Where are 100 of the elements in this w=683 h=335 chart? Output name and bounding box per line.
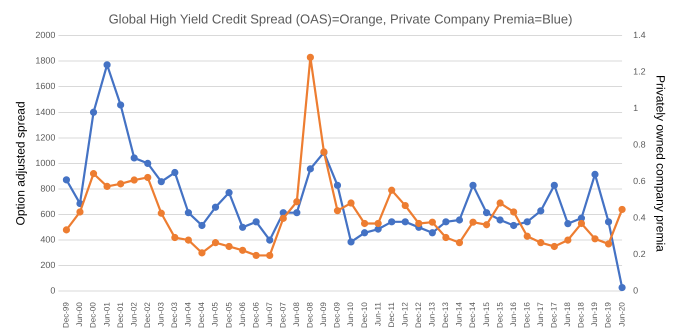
x-tick-label: Dec-17 [550,302,559,328]
point [225,189,233,196]
x-tick-label: Jun-15 [482,302,491,327]
point [578,220,586,228]
x-tick-label: Dec-19 [604,302,613,328]
x-tick-label: Jun-09 [319,302,328,327]
point [144,174,152,182]
point [239,246,246,254]
x-tick-label: Dec-15 [495,302,504,328]
point [76,208,84,216]
y2-tick-label: 0.6 [633,176,646,186]
chart-title: Global High Yield Credit Spread (OAS)=Orange, Private Company Premia=Blue) [108,11,572,26]
x-tick-label: Dec-11 [386,302,396,328]
point [347,238,355,246]
x-tick-label: Jun-02 [129,302,138,327]
point [347,199,355,207]
y-tick-label: 1000 [35,158,56,168]
x-tick-label: Dec-99 [62,302,71,328]
point [225,242,233,250]
point [62,226,70,234]
x-tick-label: Dec-10 [360,302,369,328]
point [171,168,178,176]
point [266,236,274,244]
point [604,240,612,248]
x-tick-label: Dec-12 [414,302,423,328]
point [103,182,111,190]
point [482,209,490,216]
point [62,176,70,184]
point [266,252,274,260]
point [293,209,300,216]
x-tick-label: Dec-13 [441,302,450,328]
point [158,210,165,217]
y2-tick-label: 0.8 [633,140,646,150]
point [388,218,396,226]
y-tick-label: 600 [40,209,56,220]
x-tick-label: Dec-05 [224,302,234,328]
point [510,222,518,230]
x-tick-label: Jun-14 [454,302,464,327]
x-tick-label: Jun-05 [210,302,220,327]
point [293,198,300,206]
y-tick-label: 2000 [35,30,56,40]
point [130,154,138,162]
point [510,208,518,216]
x-tick-label: Jun-00 [75,302,84,327]
point [415,220,422,228]
x-tick-label: Jun-03 [156,302,166,327]
x-tick-label: Jun-16 [508,302,518,327]
point [360,229,368,236]
point [171,234,178,242]
y-tick-label: 0 [50,286,56,296]
point [144,160,152,168]
point [591,170,599,178]
point [158,178,165,186]
x-tick-label: Jun-08 [292,302,302,327]
y-tick-label: 400 [40,234,56,245]
point [524,218,531,226]
point [184,209,192,216]
x-tick-label: Dec-04 [197,302,206,328]
point [456,216,464,224]
x-tick-label: Jun-06 [238,302,247,327]
x-tick-label: Dec-01 [116,302,125,328]
point [550,242,558,250]
point [306,165,314,172]
x-tick-label: Dec-09 [332,302,342,328]
point [117,180,124,188]
point [130,176,138,184]
x-tick-label: Jun-10 [346,302,356,327]
point [482,221,490,228]
y2-axis-title: Privately owned company premia [653,75,668,252]
point [618,284,626,292]
point [252,252,260,260]
point [428,218,436,226]
x-tick-label: Jun-12 [400,302,410,327]
point [456,239,464,246]
point [428,229,436,236]
x-tick-label: Jun-11 [373,302,382,326]
y2-tick-label: 0 [633,286,638,296]
point [469,218,477,226]
point [402,218,409,226]
x-tick-label: Dec-03 [170,302,180,328]
x-tick-label: Jun-18 [563,302,572,327]
x-tick-label: Jun-19 [590,302,600,327]
x-tick-label: Dec-00 [88,302,98,328]
point [524,232,531,240]
point [184,236,192,244]
x-tick-label: Dec-06 [251,302,260,328]
point [591,235,599,242]
y-tick-label: 1200 [35,132,56,142]
y2-tick-label: 0.2 [633,249,646,260]
x-tick-label: Dec-02 [142,302,152,328]
x-tick-label: Jun-01 [102,302,112,327]
point [469,182,477,189]
point [550,182,558,189]
point [198,249,206,256]
point [496,216,504,224]
point [442,218,450,226]
point [239,224,246,231]
y-tick-label: 1400 [35,106,56,117]
x-tick-label: Jun-04 [184,302,193,327]
point [198,222,206,230]
